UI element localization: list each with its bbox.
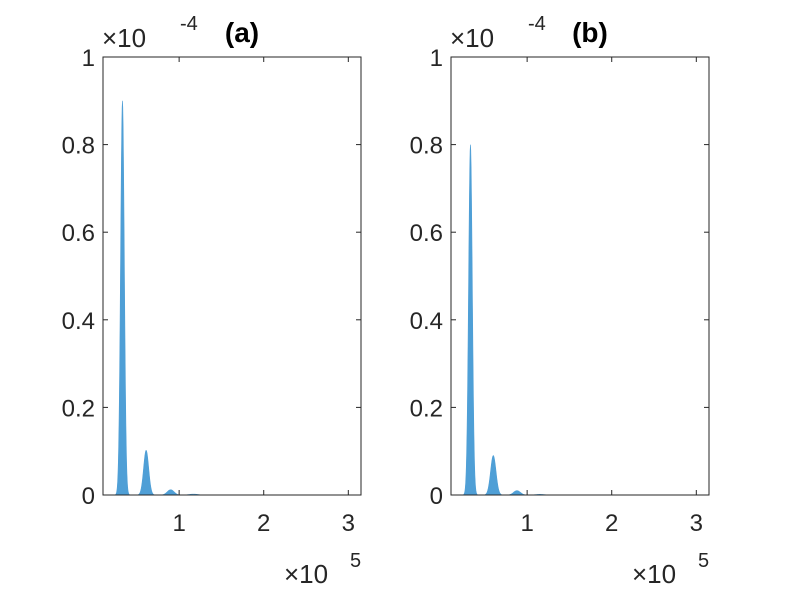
panel-b-ytick-label: 0.4 [410, 308, 443, 335]
panel-b-ytick-label: 1 [430, 45, 443, 72]
panel-a-ytick-label: 0.4 [62, 308, 95, 335]
panel-b-y-multiplier: ×10 -4 [450, 13, 546, 53]
panel-b-x-multiplier: ×10 5 [632, 550, 709, 589]
panel-a-xtick-label: 1 [172, 510, 185, 537]
panel-a-y-multiplier-base: ×10 [102, 23, 146, 53]
panel-b-axes-box [450, 56, 710, 496]
panel-a-ticks: 0 0.2 0.4 0.6 0.8 1 1 2 3 [62, 45, 361, 537]
panel-b-title: (b) [572, 17, 608, 48]
panel-b-ytick-label: 0.2 [410, 395, 443, 422]
panel-a-x-multiplier: ×10 5 [284, 550, 361, 589]
panel-a-ytick-label: 0.2 [62, 395, 95, 422]
panel-b-x-multiplier-exponent: 5 [698, 550, 709, 572]
panel-a-axes-box [102, 56, 362, 496]
panel-b-ytick-label: 0 [430, 483, 443, 510]
panel-a-y-multiplier-exponent: -4 [180, 13, 198, 35]
panel-b-xtick-label: 1 [520, 510, 533, 537]
panel-a: (a) ×10 -4 0 0.2 0.4 0.6 0.8 1 1 2 3 ×10 5 [62, 13, 362, 589]
panel-a-title: (a) [225, 17, 259, 48]
panel-b-ticks: 0 0.2 0.4 0.6 0.8 1 1 2 3 [410, 45, 709, 537]
panel-a-ytick-label: 0 [82, 483, 95, 510]
panel-a-xtick-label: 3 [342, 510, 355, 537]
panel-b-xtick-label: 3 [690, 510, 703, 537]
panel-b-ytick-label: 0.6 [410, 220, 443, 247]
panel-a-xtick-label: 2 [257, 510, 270, 537]
panel-a-x-multiplier-exponent: 5 [350, 550, 361, 572]
panel-b-y-multiplier-exponent: -4 [528, 13, 546, 35]
panel-b: (b) ×10 -4 0 0.2 0.4 0.6 0.8 1 1 2 3 ×10 5 [410, 13, 710, 589]
panel-b-ytick-label: 0.8 [410, 133, 443, 160]
panel-a-ytick-label: 0.6 [62, 220, 95, 247]
panel-a-x-multiplier-base: ×10 [284, 559, 328, 589]
panel-b-x-multiplier-base: ×10 [632, 559, 676, 589]
panel-b-xtick-label: 2 [605, 510, 618, 537]
panel-b-y-multiplier-base: ×10 [450, 23, 494, 53]
panel-a-y-multiplier: ×10 -4 [102, 13, 198, 53]
panel-a-ytick-label: 0.8 [62, 133, 95, 160]
panel-a-ytick-label: 1 [82, 45, 95, 72]
